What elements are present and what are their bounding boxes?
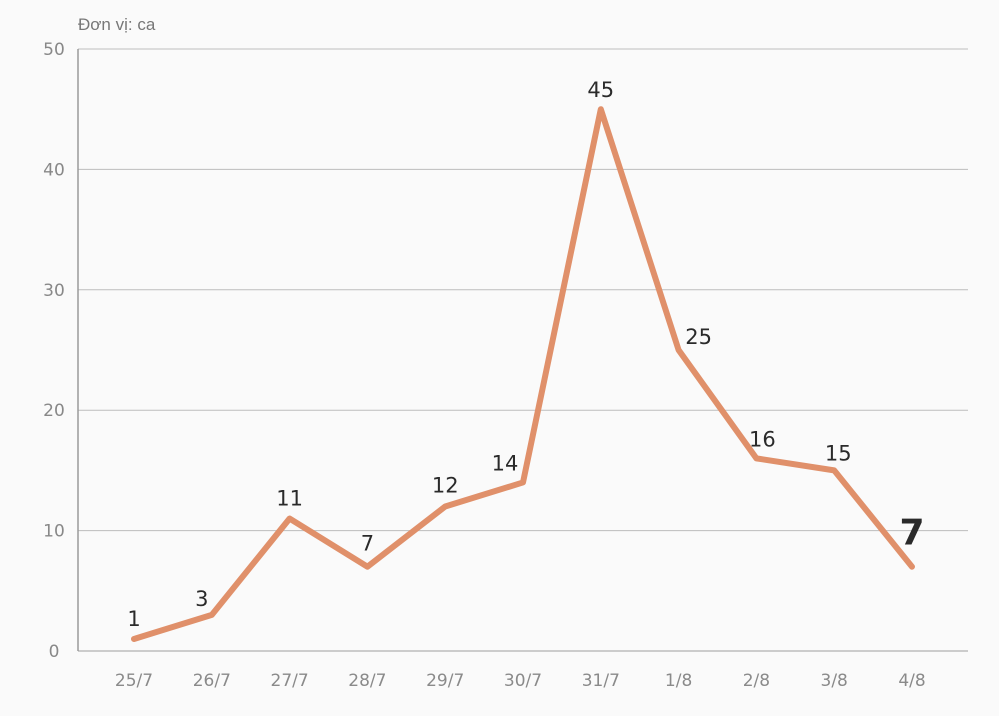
x-tick-label: 29/7 bbox=[426, 671, 464, 691]
data-label: 15 bbox=[825, 441, 852, 465]
y-tick-label: 40 bbox=[43, 160, 65, 180]
x-tick-label: 27/7 bbox=[271, 671, 309, 691]
data-labels: 1 3 11 7 12 14 45 25 16 15 7 bbox=[127, 78, 924, 631]
gridlines bbox=[78, 48, 968, 652]
x-tick-label: 4/8 bbox=[898, 671, 925, 691]
data-label: 16 bbox=[749, 427, 776, 451]
x-tick-label: 31/7 bbox=[582, 671, 620, 691]
unit-label: Đơn vị: ca bbox=[78, 15, 156, 34]
y-tick-label: 20 bbox=[43, 401, 65, 421]
x-tick-label: 1/8 bbox=[665, 671, 692, 691]
x-tick-label: 30/7 bbox=[504, 671, 542, 691]
data-label: 12 bbox=[432, 474, 459, 498]
y-tick-label: 30 bbox=[43, 281, 65, 301]
x-tick-label: 28/7 bbox=[348, 671, 386, 691]
data-label: 7 bbox=[361, 532, 374, 556]
latest-data-label: 7 bbox=[899, 513, 924, 554]
data-label: 14 bbox=[492, 451, 519, 475]
data-label: 45 bbox=[587, 78, 614, 102]
y-tick-label: 10 bbox=[43, 522, 65, 542]
data-label: 11 bbox=[276, 487, 303, 511]
series-line bbox=[131, 106, 915, 642]
x-tick-label: 26/7 bbox=[193, 671, 231, 691]
x-tick-label: 25/7 bbox=[115, 671, 153, 691]
y-tick-label: 0 bbox=[49, 642, 60, 662]
x-tick-label: 3/8 bbox=[821, 671, 848, 691]
data-label: 25 bbox=[685, 325, 712, 349]
x-axis-ticks: 25/7 26/7 27/7 28/7 29/7 30/7 31/7 1/8 2/8 3/8 4/8 bbox=[115, 671, 926, 691]
y-tick-label: 50 bbox=[43, 40, 65, 60]
y-axis-ticks: 0 10 20 30 40 50 bbox=[43, 40, 65, 662]
data-label: 3 bbox=[195, 587, 208, 611]
data-label: 1 bbox=[127, 607, 140, 631]
x-tick-label: 2/8 bbox=[743, 671, 770, 691]
